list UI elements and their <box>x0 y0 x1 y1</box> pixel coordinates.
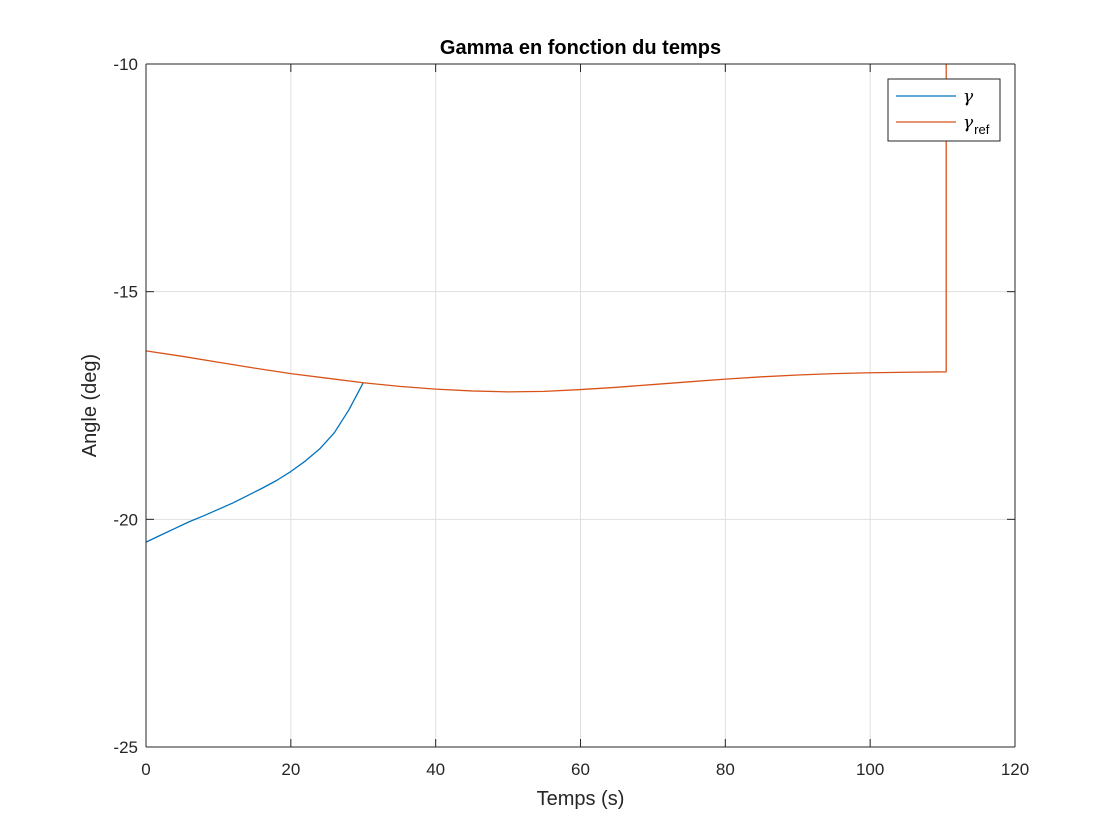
legend-box <box>887 78 1001 142</box>
x-tick-label: 60 <box>571 760 590 779</box>
x-tick-label: 120 <box>1001 760 1029 779</box>
ticks: 0 20 40 60 80 100 120 -25 -20 -15 -10 <box>113 55 1029 779</box>
legend-entry-label: γ <box>963 87 974 107</box>
y-tick-label: -15 <box>113 283 138 302</box>
legend: γ γref <box>887 78 1001 142</box>
x-tick-label: 100 <box>856 760 884 779</box>
y-tick-label: -25 <box>113 738 138 757</box>
y-tick-label: -20 <box>113 510 138 529</box>
x-tick-label: 0 <box>141 760 150 779</box>
legend-entry-label: γref <box>963 113 990 137</box>
y-tick-label: -10 <box>113 55 138 74</box>
y-axis-label: Angle (deg) <box>79 354 101 457</box>
x-tick-label: 80 <box>716 760 735 779</box>
series-line-gamma <box>145 382 364 543</box>
chart-title: Gamma en fonction du temps <box>440 37 721 59</box>
grid <box>146 64 1015 747</box>
series-layer <box>145 64 947 543</box>
x-axis-label: Temps (s) <box>537 788 625 810</box>
x-tick-label: 20 <box>281 760 300 779</box>
series-line-gamma-ref <box>145 64 947 393</box>
x-tick-label: 40 <box>426 760 445 779</box>
